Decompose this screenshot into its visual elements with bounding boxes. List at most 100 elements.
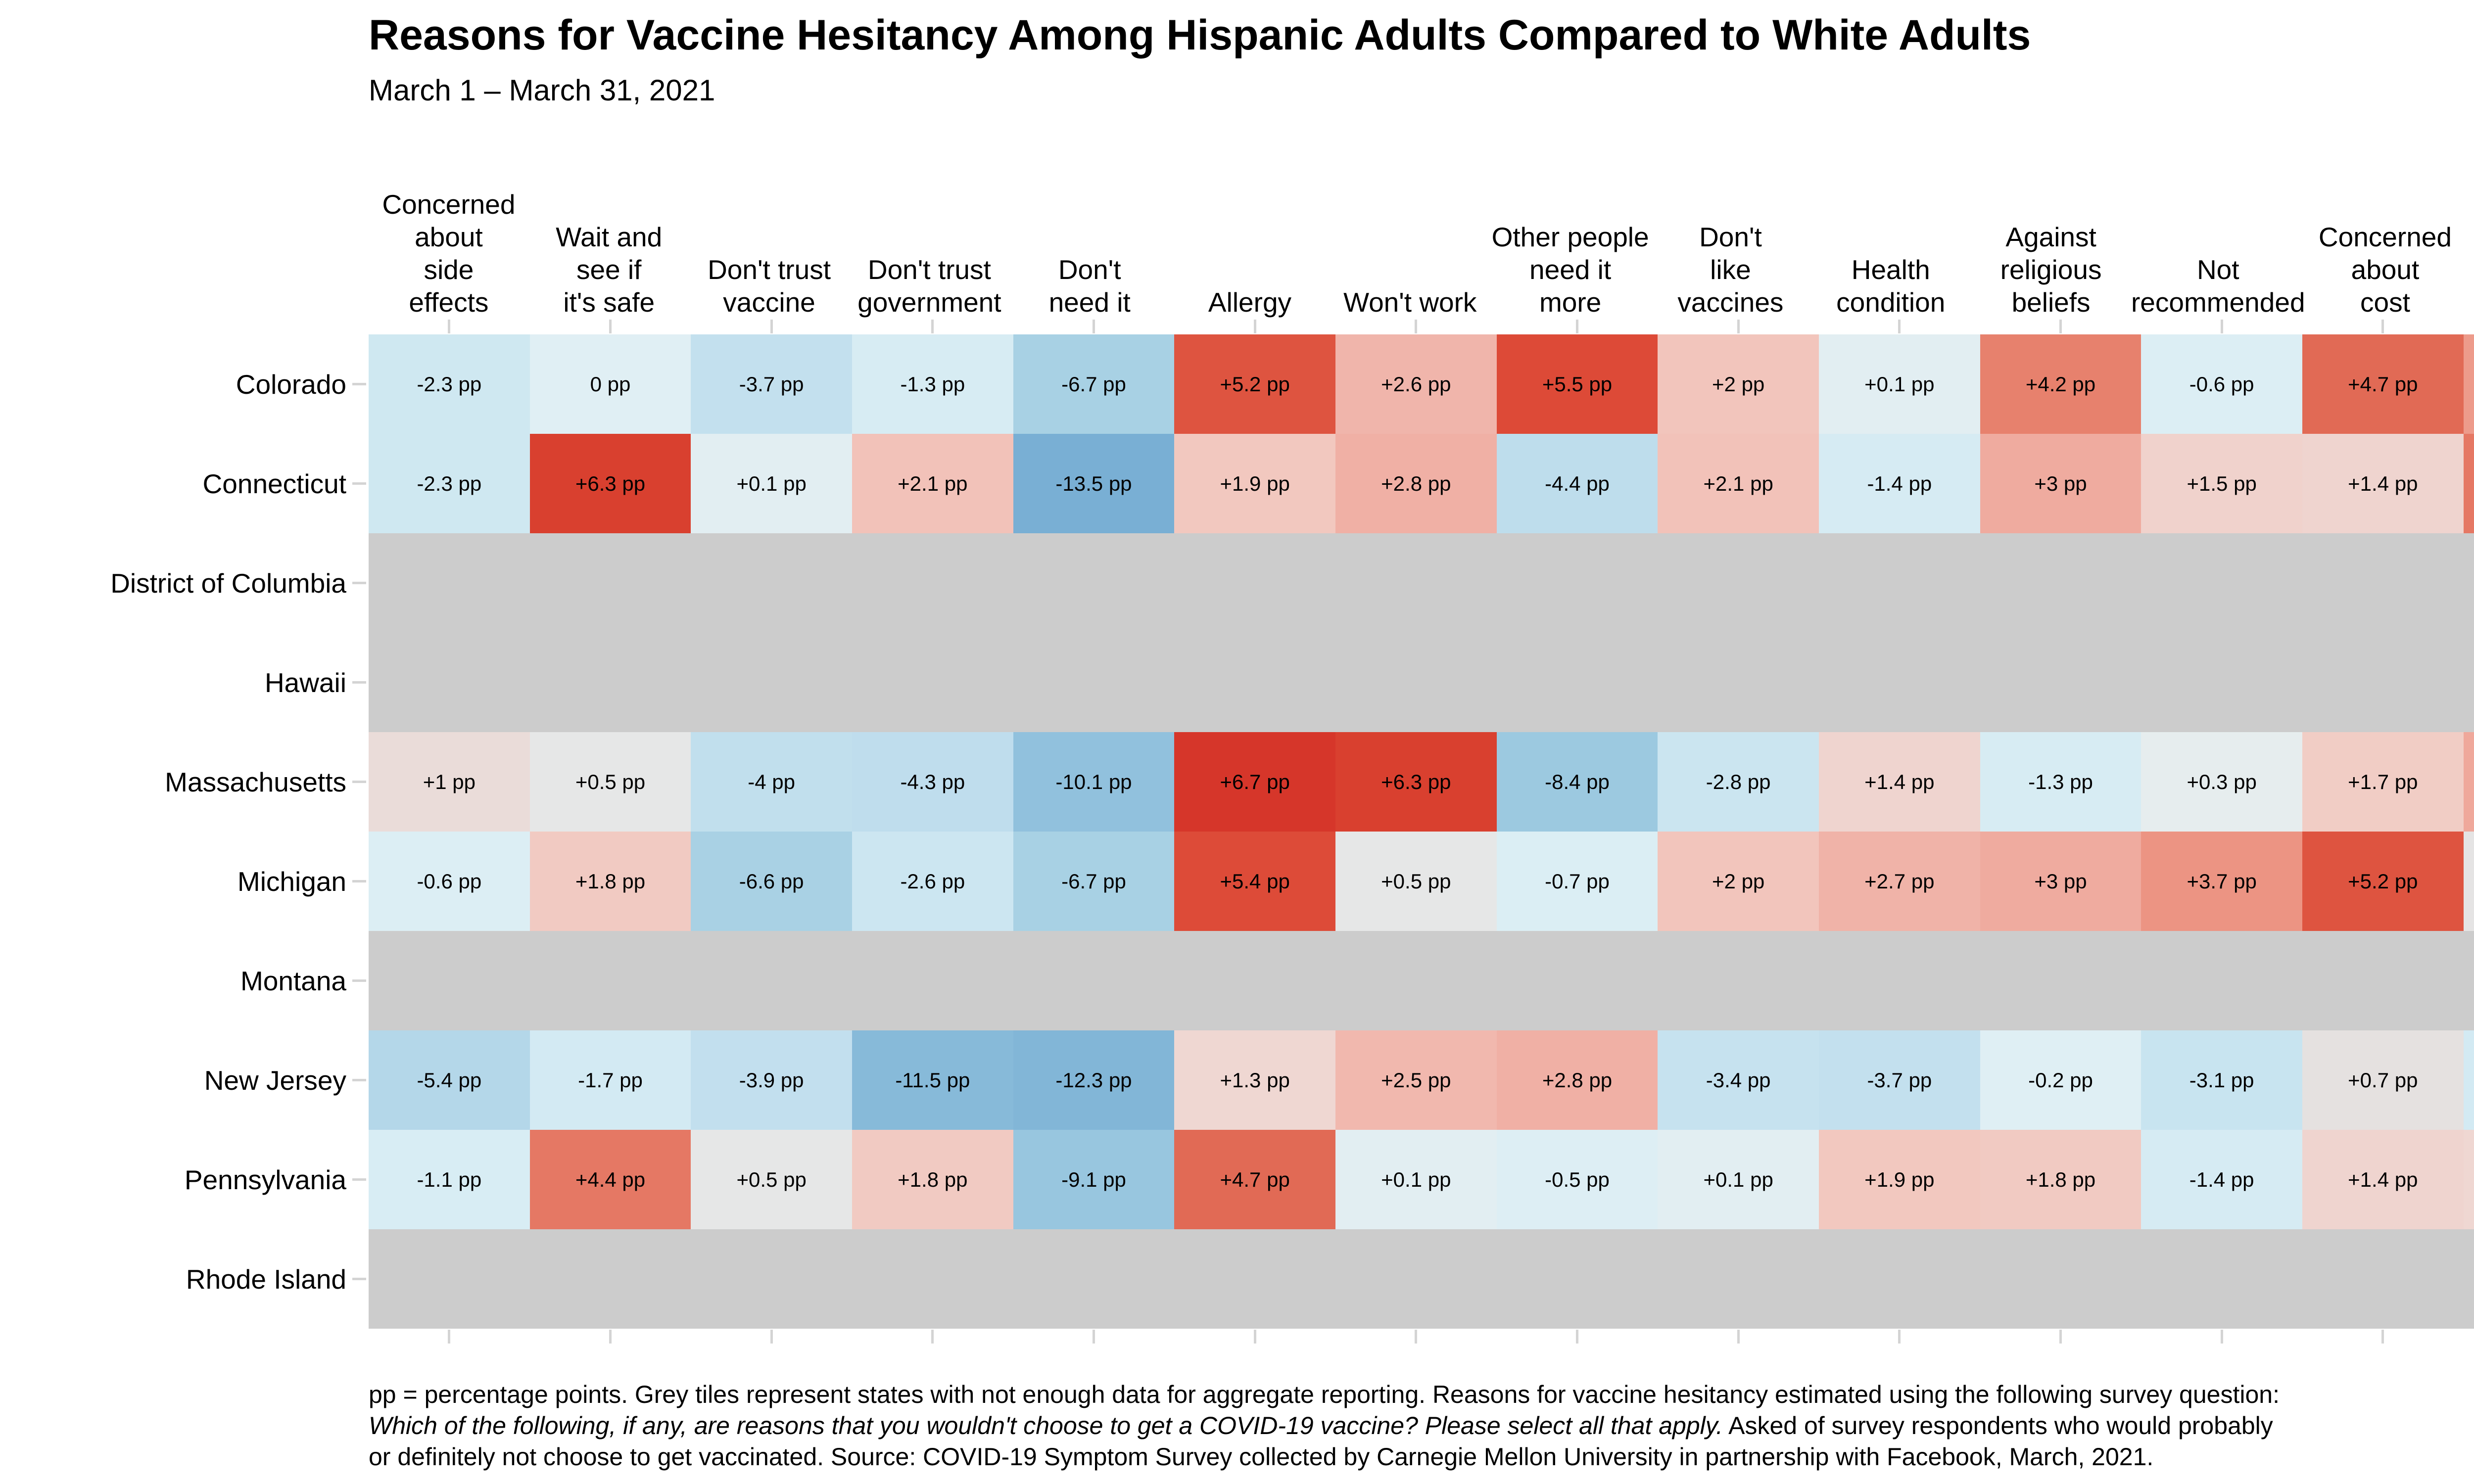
tick-mark <box>1092 320 1095 333</box>
tick-mark <box>352 1079 366 1081</box>
heatmap-cell: +0.1 pp <box>1658 1130 1819 1229</box>
heatmap-cell: -1.3 pp <box>1980 732 2141 832</box>
column-header-row: Concerned about side effects Wait and see… <box>369 163 2474 319</box>
tick-mark <box>2220 1330 2223 1344</box>
heatmap-na-row <box>369 931 2474 1030</box>
heatmap-cell: -3.7 pp <box>1818 1030 1980 1130</box>
tick-mark <box>352 880 366 882</box>
column-header: Won't work <box>1343 287 1477 318</box>
column-header: Don't trust vaccine <box>708 254 831 318</box>
tick-mark <box>1415 320 1418 333</box>
state-label: Michigan <box>237 866 346 897</box>
tick-slot <box>691 320 852 333</box>
heatmap-cell: +0.5 pp <box>529 732 691 832</box>
heatmap-cell: -12.3 pp <box>1013 1030 1175 1130</box>
tick-mark <box>1575 320 1578 333</box>
footnote-line3: or definitely not choose to get vaccinat… <box>369 1443 2154 1471</box>
tick-mark <box>352 979 366 982</box>
tick-slot <box>2141 1330 2302 1344</box>
tick-mark <box>1415 1330 1418 1344</box>
tick-slot <box>691 1330 852 1344</box>
tick-slot <box>1013 1330 1175 1344</box>
heatmap-cell: +0.6 pp <box>2463 832 2474 931</box>
tick-mark <box>1092 1330 1095 1344</box>
tick-slot <box>530 1330 691 1344</box>
heatmap-cell: -0.6 pp <box>2141 334 2302 434</box>
column-header: Don't trust government <box>857 254 1001 318</box>
heatmap-na-row <box>369 633 2474 732</box>
heatmap-cell: +0.5 pp <box>1335 832 1497 931</box>
heatmap-cell: -1.4 pp <box>2141 1130 2302 1229</box>
heatmap-cell: +3.1 pp <box>2463 732 2474 832</box>
heatmap-cell: +2 pp <box>1658 334 1819 434</box>
heatmap-cell: +5.5 pp <box>1496 334 1658 434</box>
heatmap-cell: +2.8 pp <box>1335 434 1497 533</box>
tick-mark <box>352 681 366 684</box>
state-label: Colorado <box>236 369 346 400</box>
heatmap-cell: -4 pp <box>691 732 852 832</box>
heatmap-cell: -1.4 pp <box>1818 434 1980 533</box>
tick-slot <box>2302 320 2464 333</box>
tick-slot <box>1174 1330 1335 1344</box>
tick-slot <box>369 320 530 333</box>
bottom-axis-ticks <box>369 1330 2474 1344</box>
heatmap-cell: +2.1 pp <box>1658 434 1819 533</box>
heatmap-cell: -0.6 pp <box>369 832 530 931</box>
tick-slot <box>369 1330 530 1344</box>
tick-slot <box>352 633 366 732</box>
heatmap-cell: +4.4 pp <box>529 1130 691 1229</box>
heatmap-cell: +2 pp <box>1658 832 1819 931</box>
heatmap-cell: -2.3 pp <box>369 334 530 434</box>
column-header: Health condition <box>1836 254 1946 318</box>
tick-slot <box>352 1229 366 1329</box>
heatmap-cell: -1.7 pp <box>529 1030 691 1130</box>
tick-mark <box>609 1330 612 1344</box>
column-header: Don't like vaccines <box>1677 222 1784 318</box>
state-label: Hawaii <box>264 667 346 698</box>
heatmap-cell: +1.3 pp <box>2463 1130 2474 1229</box>
tick-slot <box>1174 320 1335 333</box>
column-header: Allergy <box>1208 287 1292 318</box>
heatmap-cell: +3.5 pp <box>2463 334 2474 434</box>
tick-mark <box>448 1330 451 1344</box>
heatmap-cell: +5.4 pp <box>1174 832 1335 931</box>
heatmap-cell: +3.7 pp <box>2141 832 2302 931</box>
heatmap-cell: -11.5 pp <box>852 1030 1013 1130</box>
tick-slot <box>352 1130 366 1229</box>
tick-slot <box>352 334 366 434</box>
heatmap-cell: +1.3 pp <box>1174 1030 1335 1130</box>
heatmap-cell: -13.5 pp <box>1013 434 1175 533</box>
left-axis-ticks <box>352 334 366 1329</box>
heatmap-cell: -3.1 pp <box>2141 1030 2302 1130</box>
heatmap-cell: +1.4 pp <box>2302 1130 2464 1229</box>
tick-slot <box>852 320 1013 333</box>
heatmap-cell: +3 pp <box>1980 832 2141 931</box>
heatmap-cell: +1.8 pp <box>529 832 691 931</box>
heatmap-cell: -0.7 pp <box>1496 832 1658 931</box>
footnote-line1: pp = percentage points. Grey tiles repre… <box>369 1381 2280 1408</box>
tick-slot <box>1980 1330 2141 1344</box>
tick-mark <box>1253 320 1256 333</box>
state-label: District of Columbia <box>110 567 346 599</box>
heatmap-cell: 0 pp <box>529 334 691 434</box>
tick-slot <box>352 931 366 1030</box>
heatmap-cell: +4.7 pp <box>1174 1130 1335 1229</box>
tick-slot <box>352 533 366 633</box>
column-header: Concerned about side effects <box>382 189 516 318</box>
heatmap-cell: -2.3 pp <box>369 434 530 533</box>
tick-mark <box>770 1330 773 1344</box>
tick-mark <box>1737 1330 1740 1344</box>
top-axis-ticks <box>369 320 2474 333</box>
tick-mark <box>352 383 366 385</box>
heatmap-grid: -2.3 pp 0 pp -3.7 pp -1.3 pp -6.7 pp +5.2 pp +… <box>369 334 2474 1329</box>
heatmap-cell: +5.2 pp <box>2302 832 2464 931</box>
heatmap-cell: +4.2 pp <box>1980 334 2141 434</box>
tick-mark <box>1898 1330 1901 1344</box>
heatmap-cell: -6.7 pp <box>1013 334 1175 434</box>
page-subtitle: March 1 – March 31, 2021 <box>369 74 715 107</box>
heatmap-cell: -5.4 pp <box>369 1030 530 1130</box>
heatmap-cell: -2.6 pp <box>852 832 1013 931</box>
heatmap-cell: +6.7 pp <box>1174 732 1335 832</box>
heatmap-cell: +4.7 pp <box>2302 334 2464 434</box>
heatmap-cell: +1.4 pp <box>2302 434 2464 533</box>
